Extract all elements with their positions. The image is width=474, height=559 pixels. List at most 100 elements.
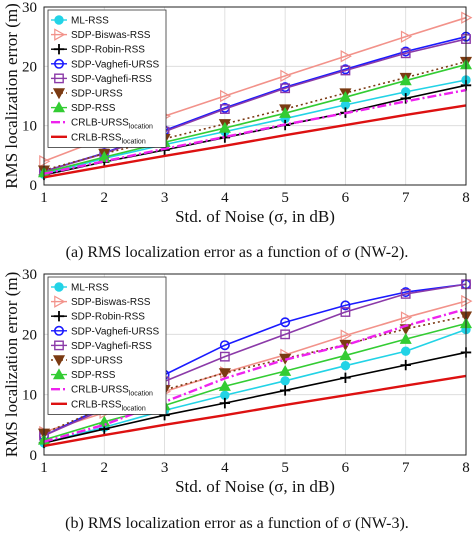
legend-label: ML-RSS (71, 16, 109, 27)
x-tick-label: 8 (462, 460, 470, 476)
data-point (279, 106, 292, 118)
legend-box (47, 9, 167, 148)
data-point (219, 340, 230, 351)
legend-label: SDP-Vaghefi-URSS (71, 326, 160, 337)
y-tick-label: 30 (22, 267, 37, 283)
legend-item: SDP-RSS (51, 101, 116, 114)
legend-item: SDP-Biswas-RSS (51, 28, 151, 41)
series-sdp-robin-rss (38, 347, 472, 449)
data-point (400, 93, 411, 104)
x-tick-label: 1 (40, 460, 48, 476)
legend-label: SDP-RSS (71, 103, 116, 114)
series-line (43, 374, 467, 448)
data-point (340, 361, 351, 371)
series-line (43, 88, 467, 175)
data-point (399, 332, 412, 344)
legend-item: SDP-Vaghefi-URSS (51, 325, 160, 337)
x-axis-label: Std. of Noise (σ, in dB) (175, 477, 335, 496)
data-point (340, 372, 351, 383)
x-tick-label: 3 (161, 190, 169, 206)
data-point (280, 83, 291, 94)
chart-panel-1: 1 2 3 4 5 6 7 8 0 10 20 30 Std. of Noise (σ, in dB) R… (2, 0, 473, 261)
data-point (98, 150, 111, 162)
data-point (400, 311, 413, 324)
data-point (340, 329, 352, 342)
series-line (43, 351, 467, 444)
legend-item: ML-RSS (51, 15, 109, 27)
series-crlb-rss (43, 104, 467, 179)
legend-marker (54, 340, 64, 351)
series-line (43, 104, 467, 179)
chart-panel-2: 1 2 3 4 5 6 7 8 0 10 20 30 Std. of Noise (σ, in dB) R… (2, 267, 473, 532)
legend-marker (54, 282, 64, 292)
legend-label-subscript: location (129, 391, 153, 398)
legend: ML-RSS SDP-Biswas-RSS SDP-Robin-RSS SDP-Vag… (47, 276, 167, 415)
x-tick-label: 2 (101, 190, 109, 206)
legend-label-subscript: location (129, 124, 153, 131)
data-point (400, 48, 411, 59)
x-tick-label: 3 (161, 460, 169, 476)
data-point (220, 89, 232, 103)
data-point (280, 376, 290, 386)
legend-label: SDP-URSS (71, 356, 123, 367)
y-tick-label: 20 (22, 59, 37, 75)
x-tick-label: 8 (462, 190, 470, 206)
legend-marker (53, 44, 65, 55)
data-point (279, 364, 292, 376)
legend-marker (54, 28, 66, 41)
legend-label-subscript: location (122, 405, 146, 412)
data-point (340, 300, 351, 311)
series-line (43, 79, 467, 176)
data-point (400, 289, 411, 299)
series-line (43, 307, 467, 443)
data-point (219, 104, 230, 114)
legend-marker (54, 15, 64, 25)
data-point (340, 50, 352, 63)
legend-marker (54, 295, 66, 308)
data-point (399, 74, 412, 86)
legend-label: SDP-Vaghefi-URSS (71, 59, 160, 70)
x-tick-label: 6 (342, 190, 350, 206)
legend-item: SDP-Robin-RSS (51, 311, 145, 323)
figure-caption: (a) RMS localization error as a function… (66, 244, 409, 261)
y-tick-label: 30 (22, 0, 37, 16)
legend-box (47, 276, 167, 415)
legend-marker (53, 325, 64, 336)
data-point (339, 90, 352, 102)
x-tick-label: 7 (402, 190, 410, 206)
series-group (37, 11, 473, 181)
legend-label: SDP-Vaghefi-RSS (71, 341, 152, 352)
series-crlb-urss (43, 307, 467, 443)
legend-item: SDP-Vaghefi-RSS (51, 340, 152, 352)
data-point (98, 415, 111, 427)
y-tick-label: 0 (30, 448, 38, 464)
legend-marker (52, 355, 66, 367)
legend-label: SDP-Robin-RSS (71, 312, 145, 323)
plot-frame (43, 273, 467, 456)
legend-item: SDP-URSS (51, 88, 123, 100)
legend-label: SDP-Vaghefi-RSS (71, 74, 152, 85)
legend-marker (52, 101, 66, 113)
figure-caption: (b) RMS localization error as a function… (65, 515, 409, 532)
data-point (219, 351, 230, 362)
data-point (340, 65, 351, 76)
legend-item: SDP-Robin-RSS (51, 44, 145, 56)
legend-label: ML-RSS (71, 283, 109, 294)
data-point (280, 329, 291, 340)
data-point (340, 307, 351, 317)
data-point (219, 397, 231, 409)
legend-marker (52, 368, 66, 380)
data-point (218, 379, 231, 391)
legend: ML-RSS SDP-Biswas-RSS SDP-Robin-RSS SDP-Vag… (47, 9, 167, 148)
data-point (339, 349, 352, 361)
series-line (43, 63, 467, 174)
x-axis-label: Std. of Noise (σ, in dB) (175, 207, 335, 226)
data-point (219, 132, 231, 143)
data-point (280, 317, 291, 328)
x-tick-label: 1 (40, 190, 48, 206)
x-tick-label: 7 (402, 460, 410, 476)
legend-marker (53, 58, 64, 69)
y-tick-label: 10 (22, 119, 37, 135)
x-tick-label: 2 (101, 460, 109, 476)
